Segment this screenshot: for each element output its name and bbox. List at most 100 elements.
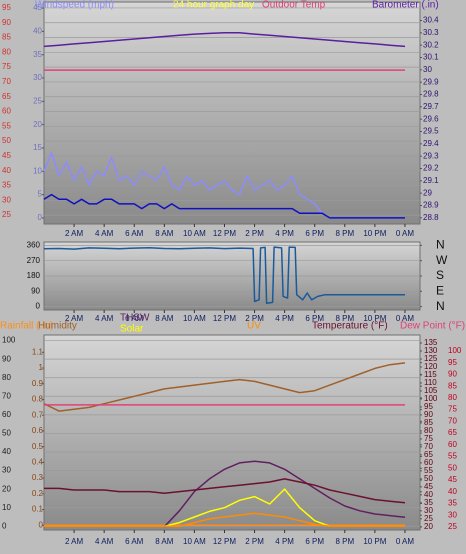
x-tick-label: 2 PM bbox=[245, 229, 264, 238]
y-tick-label: 25 bbox=[33, 96, 42, 105]
x-tick-label: 6 AM bbox=[125, 314, 144, 323]
y-tick-label: 29.8 bbox=[423, 90, 439, 99]
y-tick-label: 20 bbox=[33, 120, 42, 129]
x-tick-label: 4 PM bbox=[275, 314, 294, 323]
plot-area bbox=[43, 1, 421, 225]
y-tick-label: 50 bbox=[2, 429, 11, 438]
y-tick-label: 105 bbox=[424, 386, 438, 395]
y-tick-label: 29.4 bbox=[423, 139, 439, 148]
y-tick-label: 55 bbox=[2, 121, 11, 130]
y-tick-label: 70 bbox=[424, 442, 433, 451]
legend-label: Humidity bbox=[38, 321, 77, 332]
y-tick-label: 100 bbox=[424, 394, 438, 403]
y-tick-label: 45 bbox=[33, 3, 42, 12]
x-tick-label: 6 AM bbox=[125, 229, 144, 238]
y-tick-label: 35 bbox=[33, 50, 42, 59]
y-tick-label: 29.7 bbox=[423, 102, 439, 111]
y-tick-label: 28.9 bbox=[423, 201, 439, 210]
legend-label: UV bbox=[247, 321, 261, 332]
x-tick-label: 0 AM bbox=[396, 229, 415, 238]
y-tick-label: 70 bbox=[448, 416, 457, 425]
y-tick-label: 90 bbox=[31, 286, 40, 295]
y-tick-label: 0.4 bbox=[32, 457, 44, 466]
y-tick-label: 0 bbox=[36, 302, 41, 311]
y-tick-label: 30 bbox=[448, 510, 457, 519]
x-tick-label: 4 AM bbox=[95, 314, 114, 323]
y-tick-label: 30.4 bbox=[423, 16, 439, 25]
series-line bbox=[43, 246, 405, 304]
y-tick-label: 29.1 bbox=[423, 176, 439, 185]
y-tick-label: W bbox=[436, 253, 448, 267]
y-tick-label: 29 bbox=[423, 188, 432, 197]
y-tick-label: 40 bbox=[33, 26, 42, 35]
y-tick-label: 75 bbox=[2, 62, 11, 71]
y-tick-label: 35 bbox=[424, 498, 433, 507]
x-tick-label: 2 AM bbox=[65, 314, 84, 323]
x-tick-label: 0 AM bbox=[396, 537, 415, 546]
y-tick-label: 30.3 bbox=[423, 28, 439, 37]
legend-label: Temperature (°F) bbox=[312, 321, 388, 332]
y-tick-label: 70 bbox=[2, 391, 11, 400]
y-tick-label: 110 bbox=[424, 378, 437, 387]
y-tick-label: 90 bbox=[2, 354, 11, 363]
y-tick-label: 0.9 bbox=[32, 379, 44, 388]
y-tick-label: 100 bbox=[448, 346, 462, 355]
y-tick-label: 1.1 bbox=[32, 347, 44, 356]
y-tick-label: 0.8 bbox=[32, 395, 44, 404]
y-tick-label: 29.9 bbox=[423, 77, 439, 86]
y-tick-label: 0 bbox=[39, 520, 44, 529]
y-tick-label: 90 bbox=[2, 18, 11, 27]
y-tick-label: 135 bbox=[424, 338, 438, 347]
y-tick-label: 80 bbox=[424, 426, 433, 435]
x-tick-label: 4 PM bbox=[275, 537, 294, 546]
y-tick-label: 45 bbox=[424, 482, 433, 491]
y-tick-label: 55 bbox=[448, 452, 457, 461]
y-tick-label: 25 bbox=[448, 522, 457, 531]
y-tick-label: 50 bbox=[448, 463, 457, 472]
y-tick-label: S bbox=[436, 268, 444, 282]
y-tick-label: 95 bbox=[424, 402, 433, 411]
legend-label: Solar bbox=[120, 324, 144, 335]
x-tick-label: 2 AM bbox=[65, 229, 84, 238]
y-tick-label: 130 bbox=[424, 346, 438, 355]
y-tick-label: 80 bbox=[2, 373, 11, 382]
x-tick-label: 8 PM bbox=[335, 537, 354, 546]
x-tick-label: 8 AM bbox=[155, 314, 174, 323]
x-tick-label: 10 PM bbox=[363, 314, 386, 323]
y-tick-label: 30 bbox=[2, 466, 11, 475]
x-tick-label: 10 PM bbox=[363, 229, 386, 238]
y-tick-label: 20 bbox=[424, 522, 433, 531]
x-tick-label: 4 AM bbox=[95, 229, 114, 238]
x-tick-label: 12 PM bbox=[213, 229, 236, 238]
y-tick-label: 100 bbox=[2, 336, 16, 345]
x-tick-label: 2 PM bbox=[245, 537, 264, 546]
y-tick-label: N bbox=[436, 238, 445, 252]
y-tick-label: 60 bbox=[424, 458, 433, 467]
y-tick-label: 30 bbox=[33, 73, 42, 82]
y-tick-label: E bbox=[436, 283, 444, 297]
y-tick-label: 29.5 bbox=[423, 127, 439, 136]
x-tick-label: 8 PM bbox=[335, 229, 354, 238]
legend-label: Dew Point (°F) bbox=[400, 321, 465, 332]
y-tick-label: 0.3 bbox=[32, 473, 44, 482]
y-tick-label: 90 bbox=[424, 410, 433, 419]
y-tick-label: 95 bbox=[2, 3, 11, 12]
y-tick-label: 60 bbox=[448, 440, 457, 449]
y-tick-label: 10 bbox=[2, 503, 11, 512]
x-tick-label: 2 PM bbox=[245, 314, 264, 323]
y-tick-label: 0.1 bbox=[32, 505, 44, 514]
y-tick-label: 55 bbox=[424, 466, 433, 475]
y-tick-label: 95 bbox=[448, 358, 457, 367]
y-tick-label: 90 bbox=[448, 370, 457, 379]
y-tick-label: 50 bbox=[2, 136, 11, 145]
series-line bbox=[43, 32, 406, 48]
y-tick-label: 1 bbox=[39, 363, 44, 372]
series-line bbox=[44, 512, 405, 528]
y-tick-label: 80 bbox=[2, 47, 11, 56]
x-tick-label: 6 AM bbox=[125, 537, 144, 546]
x-tick-label: 8 AM bbox=[155, 537, 174, 546]
y-tick-label: 40 bbox=[2, 447, 11, 456]
y-tick-label: 0.6 bbox=[32, 426, 44, 435]
y-tick-label: 5 bbox=[38, 190, 43, 199]
